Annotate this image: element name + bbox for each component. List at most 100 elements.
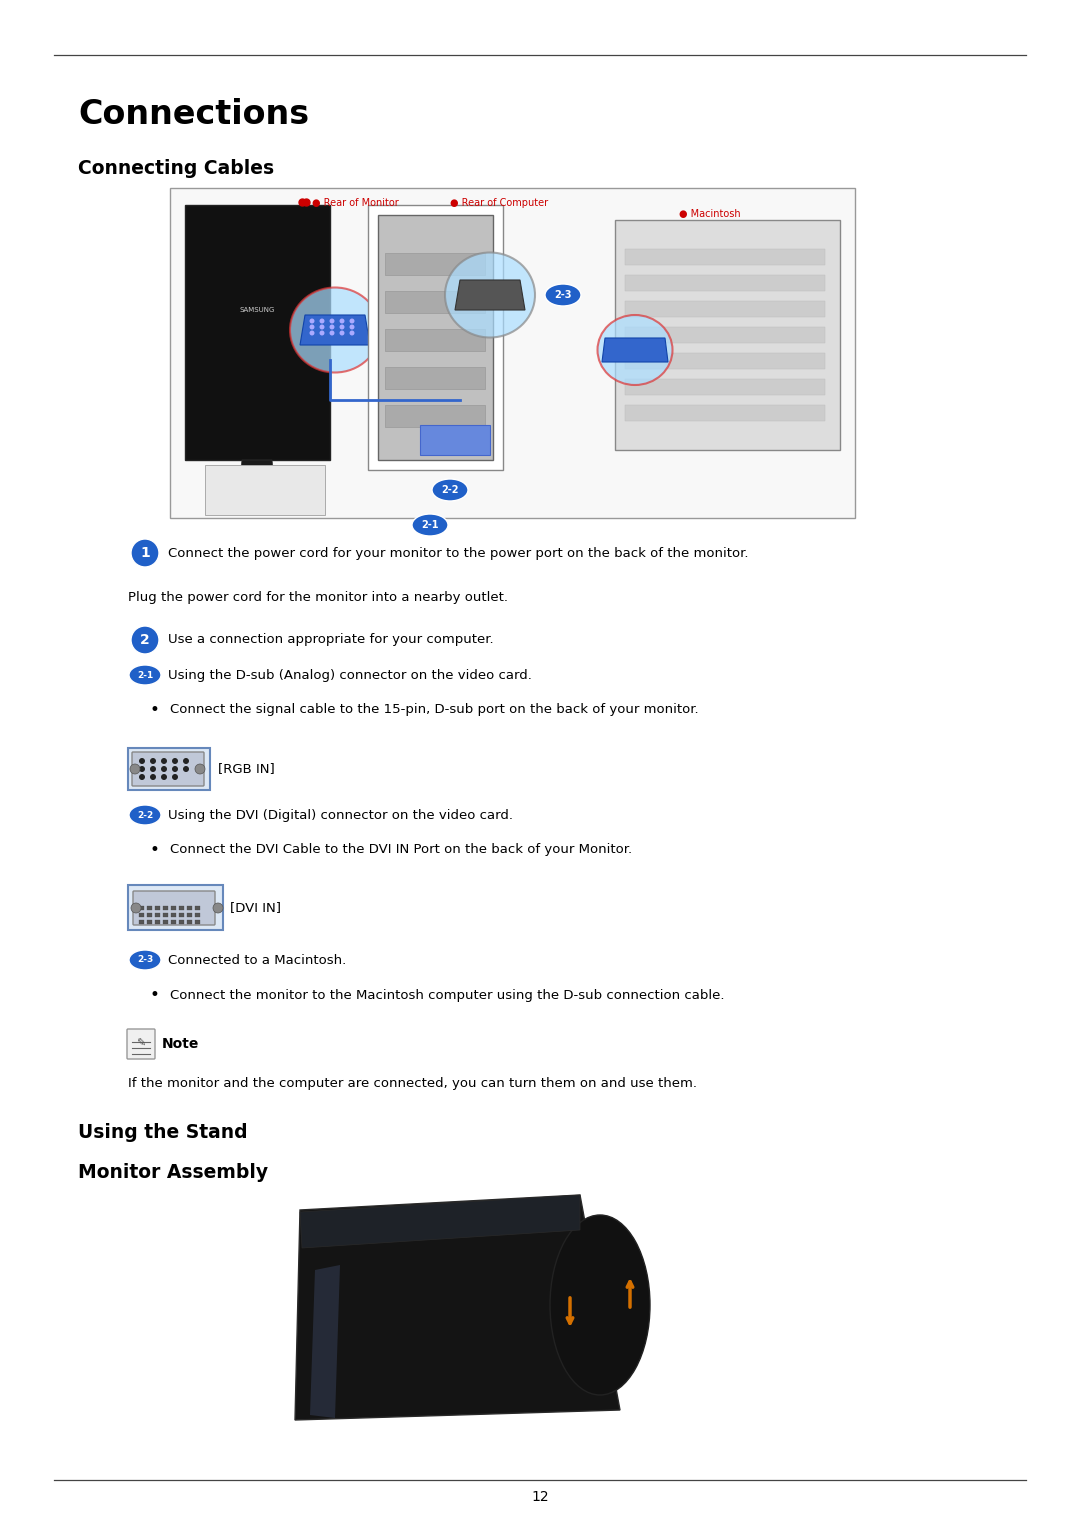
FancyBboxPatch shape — [384, 405, 485, 428]
FancyBboxPatch shape — [163, 913, 168, 918]
Circle shape — [329, 319, 335, 324]
FancyBboxPatch shape — [625, 353, 825, 370]
FancyBboxPatch shape — [129, 886, 222, 930]
Polygon shape — [455, 279, 525, 310]
FancyBboxPatch shape — [156, 906, 160, 910]
Text: Connecting Cables: Connecting Cables — [78, 159, 274, 177]
Circle shape — [329, 330, 335, 336]
Text: •: • — [150, 986, 160, 1003]
Text: Connected to a Macintosh.: Connected to a Macintosh. — [168, 953, 347, 967]
FancyBboxPatch shape — [625, 301, 825, 318]
FancyBboxPatch shape — [127, 1029, 156, 1060]
Circle shape — [350, 325, 354, 330]
FancyBboxPatch shape — [147, 919, 152, 924]
FancyBboxPatch shape — [139, 919, 144, 924]
Ellipse shape — [545, 284, 581, 305]
Text: 2-2: 2-2 — [137, 811, 153, 820]
Ellipse shape — [129, 950, 161, 970]
FancyBboxPatch shape — [384, 253, 485, 275]
Text: [DVI IN]: [DVI IN] — [230, 901, 281, 915]
FancyBboxPatch shape — [147, 906, 152, 910]
Text: 2: 2 — [140, 634, 150, 647]
Polygon shape — [300, 315, 370, 345]
Text: 2-2: 2-2 — [442, 486, 459, 495]
Circle shape — [150, 767, 156, 773]
Circle shape — [172, 757, 178, 764]
FancyBboxPatch shape — [205, 466, 325, 515]
Circle shape — [339, 330, 345, 336]
Circle shape — [131, 902, 141, 913]
Circle shape — [350, 319, 354, 324]
FancyBboxPatch shape — [187, 906, 192, 910]
Circle shape — [172, 774, 178, 780]
Text: Using the Stand: Using the Stand — [78, 1124, 247, 1142]
Circle shape — [130, 764, 140, 774]
Text: ● Rear of Monitor: ● Rear of Monitor — [312, 199, 399, 208]
Circle shape — [139, 774, 145, 780]
FancyBboxPatch shape — [163, 919, 168, 924]
FancyBboxPatch shape — [195, 906, 200, 910]
FancyBboxPatch shape — [368, 205, 503, 470]
FancyBboxPatch shape — [171, 913, 176, 918]
FancyBboxPatch shape — [179, 906, 184, 910]
FancyBboxPatch shape — [156, 913, 160, 918]
Text: SAMSUNG: SAMSUNG — [240, 307, 274, 313]
Text: Using the D-sub (Analog) connector on the video card.: Using the D-sub (Analog) connector on th… — [168, 669, 531, 681]
Text: Note: Note — [162, 1037, 200, 1051]
Text: 2-1: 2-1 — [421, 521, 438, 530]
Circle shape — [150, 774, 156, 780]
Circle shape — [150, 757, 156, 764]
FancyBboxPatch shape — [179, 919, 184, 924]
Circle shape — [131, 539, 159, 567]
Ellipse shape — [291, 287, 380, 373]
Text: 1: 1 — [140, 547, 150, 560]
Text: Connect the signal cable to the 15-pin, D-sub port on the back of your monitor.: Connect the signal cable to the 15-pin, … — [170, 704, 699, 716]
FancyBboxPatch shape — [156, 919, 160, 924]
FancyBboxPatch shape — [615, 220, 840, 450]
FancyBboxPatch shape — [378, 215, 492, 460]
Circle shape — [320, 319, 324, 324]
FancyBboxPatch shape — [195, 913, 200, 918]
Polygon shape — [238, 460, 276, 490]
Text: Connect the DVI Cable to the DVI IN Port on the back of your Monitor.: Connect the DVI Cable to the DVI IN Port… — [170, 843, 632, 857]
Polygon shape — [602, 337, 669, 362]
Circle shape — [329, 325, 335, 330]
FancyBboxPatch shape — [384, 366, 485, 389]
FancyBboxPatch shape — [163, 906, 168, 910]
Circle shape — [161, 757, 167, 764]
Circle shape — [139, 767, 145, 773]
Circle shape — [195, 764, 205, 774]
FancyBboxPatch shape — [420, 425, 490, 455]
Circle shape — [339, 325, 345, 330]
Ellipse shape — [129, 805, 161, 825]
Ellipse shape — [597, 315, 673, 385]
Ellipse shape — [550, 1215, 650, 1396]
Circle shape — [183, 767, 189, 773]
Circle shape — [320, 325, 324, 330]
Text: Connect the power cord for your monitor to the power port on the back of the mon: Connect the power cord for your monitor … — [168, 547, 748, 559]
Polygon shape — [310, 1264, 340, 1419]
Text: [RGB IN]: [RGB IN] — [218, 762, 274, 776]
Circle shape — [161, 774, 167, 780]
FancyBboxPatch shape — [147, 913, 152, 918]
FancyBboxPatch shape — [129, 748, 210, 789]
Text: 2-3: 2-3 — [554, 290, 571, 299]
Text: Connect the monitor to the Macintosh computer using the D-sub connection cable.: Connect the monitor to the Macintosh com… — [170, 988, 725, 1002]
FancyBboxPatch shape — [625, 405, 825, 421]
Circle shape — [339, 319, 345, 324]
Ellipse shape — [445, 252, 535, 337]
FancyBboxPatch shape — [179, 913, 184, 918]
FancyBboxPatch shape — [195, 919, 200, 924]
FancyBboxPatch shape — [187, 919, 192, 924]
Ellipse shape — [129, 664, 161, 686]
Text: 2-1: 2-1 — [137, 670, 153, 680]
Text: ● Macintosh: ● Macintosh — [679, 209, 741, 218]
Text: •: • — [150, 701, 160, 719]
Text: Using the DVI (Digital) connector on the video card.: Using the DVI (Digital) connector on the… — [168, 808, 513, 822]
Text: Plug the power cord for the monitor into a nearby outlet.: Plug the power cord for the monitor into… — [129, 591, 508, 603]
FancyBboxPatch shape — [625, 249, 825, 266]
Polygon shape — [295, 1196, 620, 1420]
FancyBboxPatch shape — [625, 327, 825, 344]
Text: Connections: Connections — [78, 99, 309, 131]
Text: ✎: ✎ — [136, 1038, 146, 1049]
